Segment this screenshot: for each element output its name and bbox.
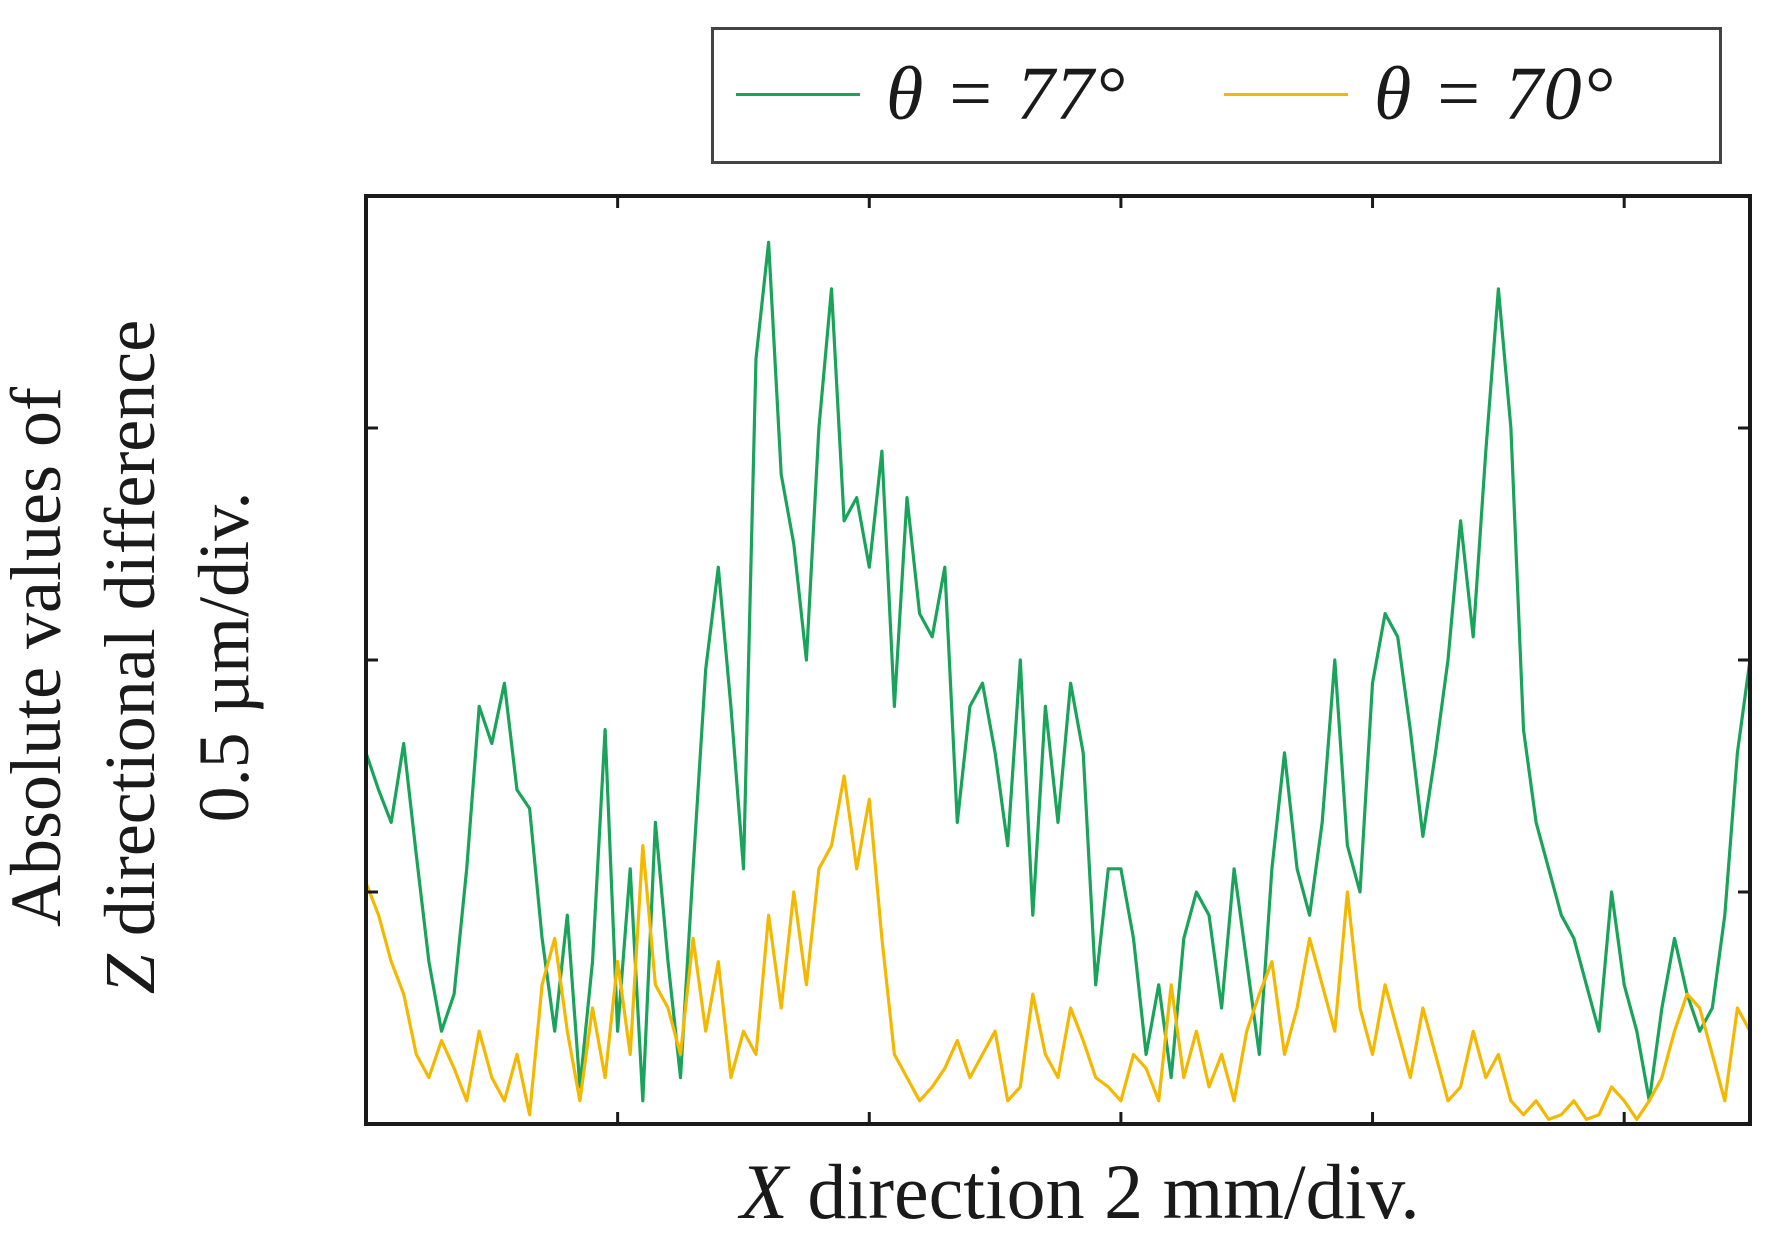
x-axis-label-var: X: [740, 1148, 788, 1235]
legend-swatch-theta-70: [1224, 92, 1348, 96]
legend-label-theta-77: θ = 77°: [886, 51, 1127, 136]
legend-item-theta-77: θ = 77°: [736, 52, 1126, 136]
series-line-0: [364, 240, 1752, 1103]
plot-area: [364, 194, 1752, 1126]
legend: θ = 77° θ = 70°: [711, 27, 1722, 164]
x-axis-label-text: direction 2 mm/div.: [787, 1148, 1420, 1235]
series-line-1: [364, 774, 1752, 1122]
y-axis-label-line-2: Z directional difference: [83, 320, 177, 994]
legend-label-theta-70: θ = 70°: [1374, 51, 1615, 136]
y-axis-label-var: Z: [90, 954, 170, 995]
legend-item-theta-70: θ = 70°: [1224, 52, 1614, 136]
x-axis-label: X direction 2 mm/div.: [740, 1147, 1420, 1237]
y-axis-label-line-2-text: directional difference: [90, 319, 170, 955]
y-axis-label-line-3: 0.5 µm/div.: [184, 491, 264, 823]
y-axis-label: Absolute values of Z directional differe…: [0, 157, 320, 1157]
y-axis-label-line-1: Absolute values of: [0, 387, 76, 927]
legend-swatch-theta-77: [736, 92, 860, 96]
